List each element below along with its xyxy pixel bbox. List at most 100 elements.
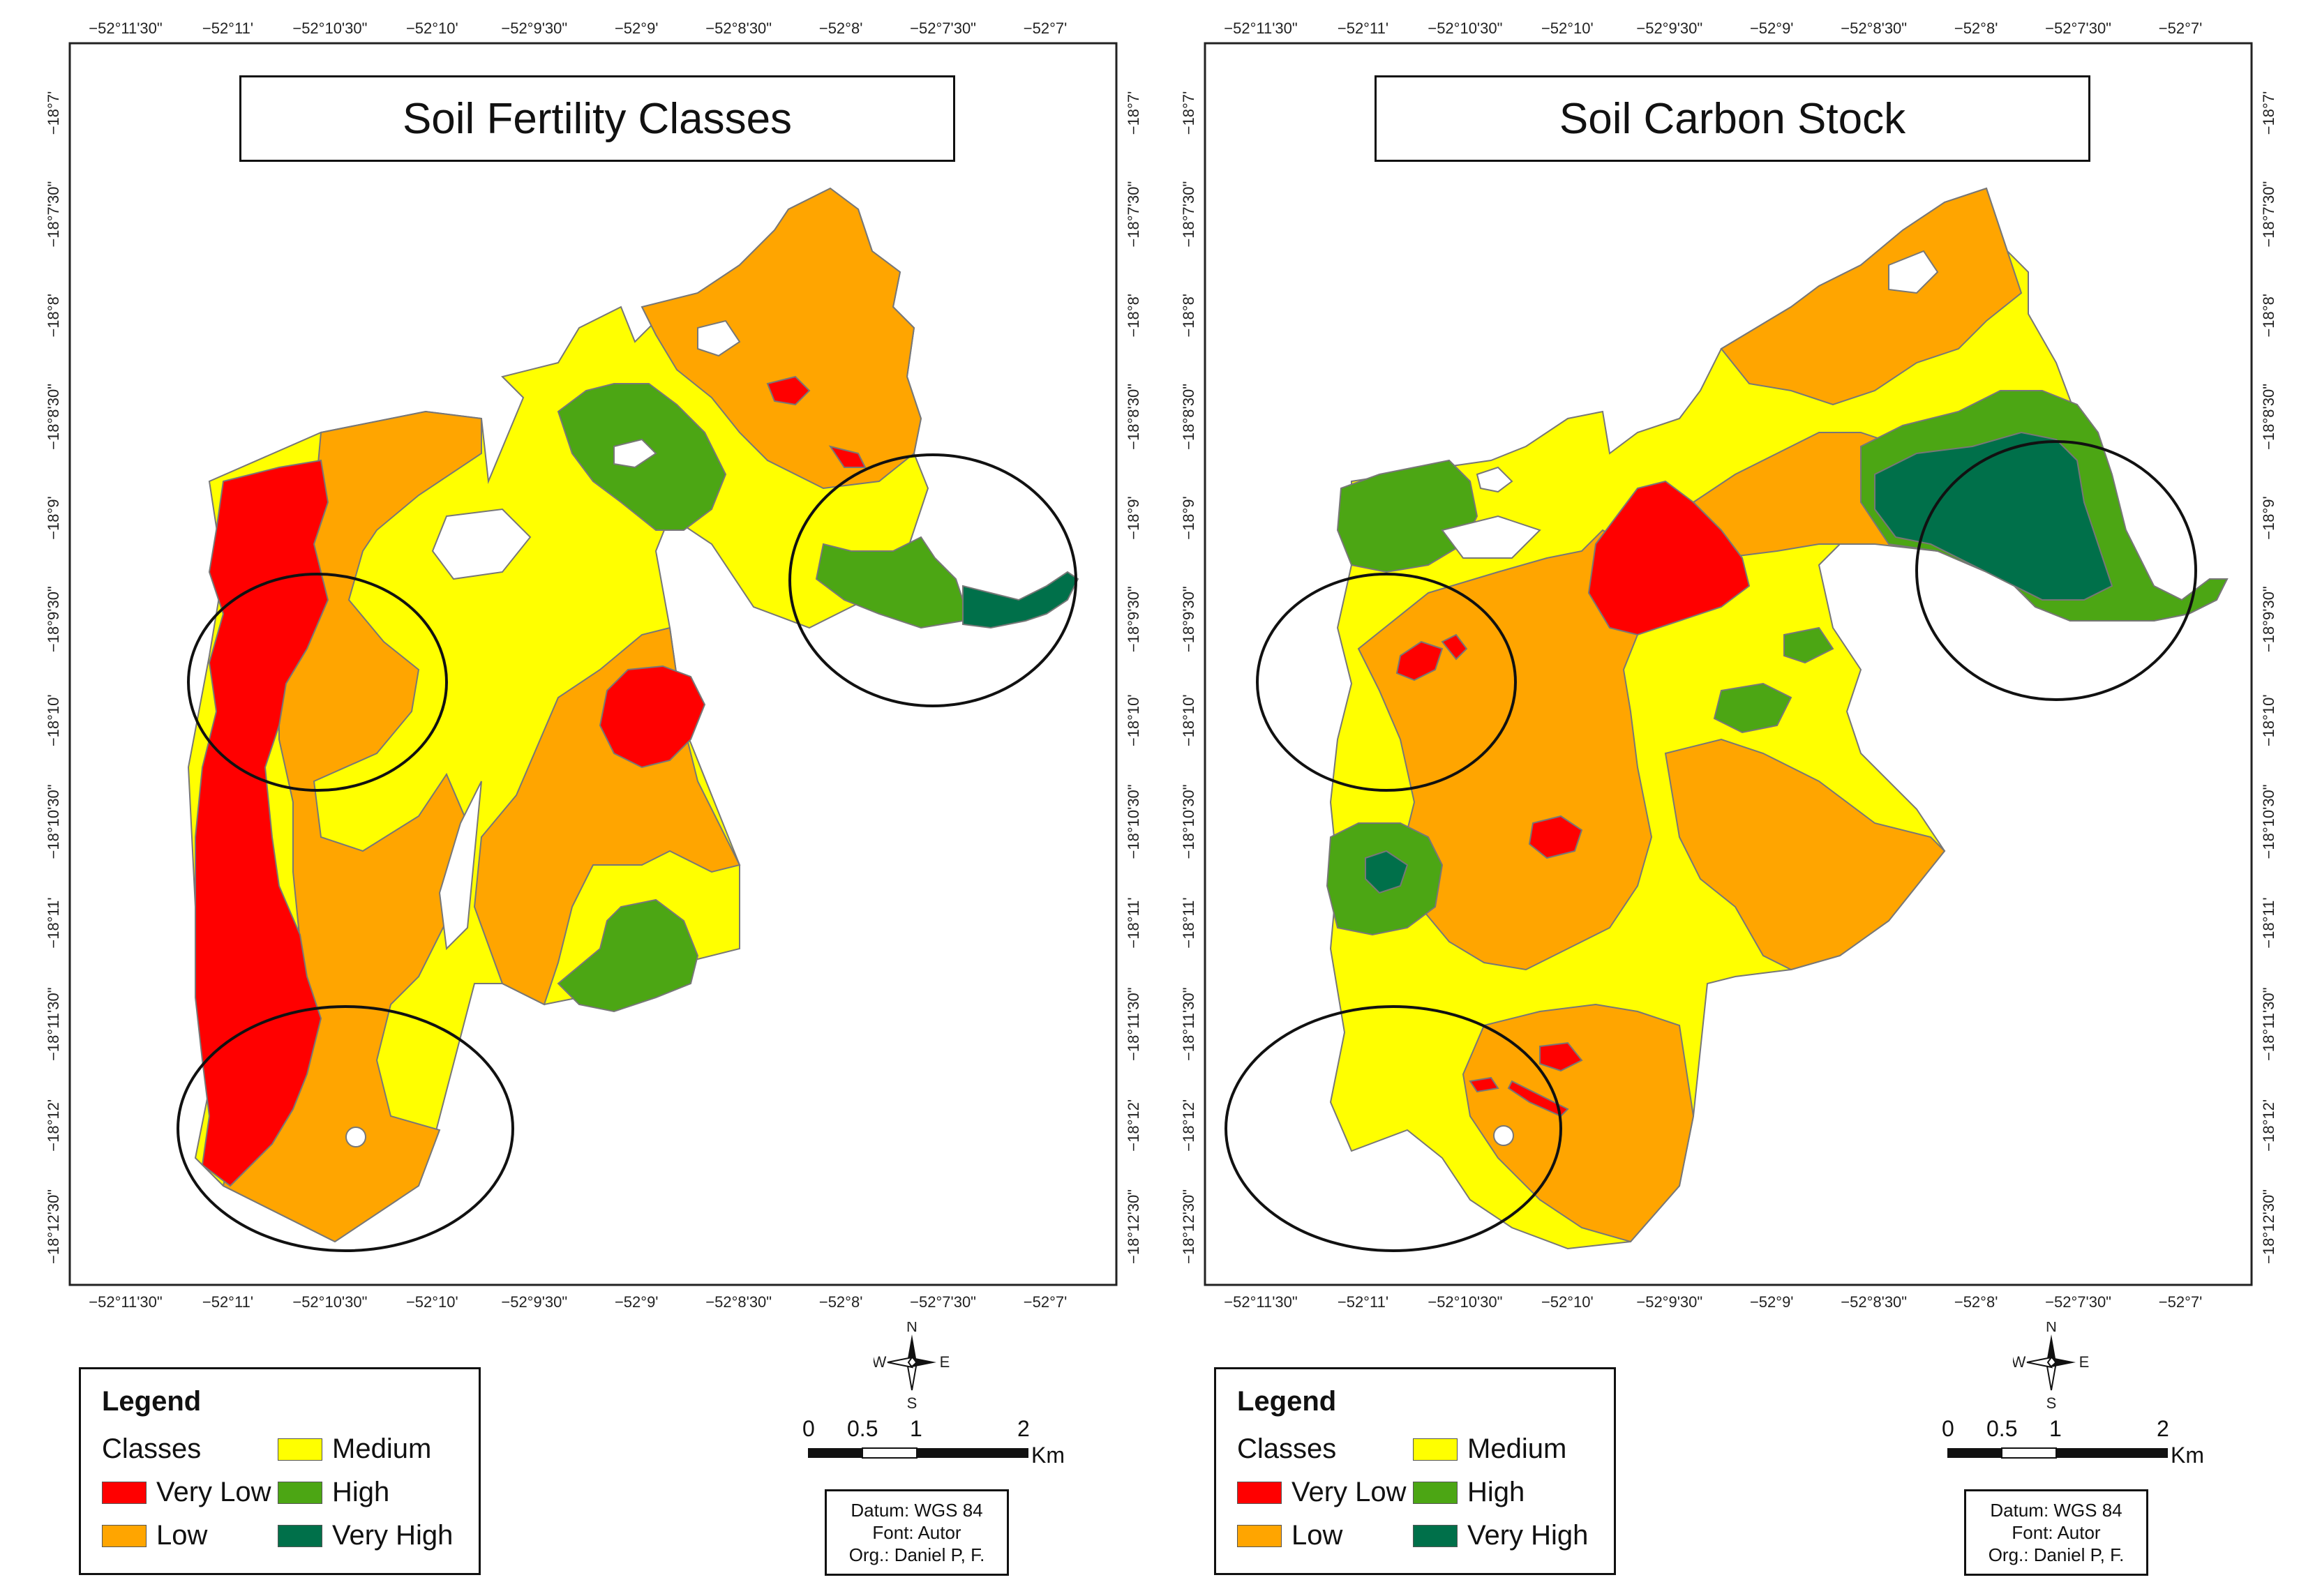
legend-label-very-high: Very High (1467, 1520, 1589, 1551)
tick-label: −18°11' (45, 897, 62, 948)
south-label: S (2046, 1394, 2057, 1412)
tick-label: −18°7' (45, 91, 62, 135)
legend-right: Legend Classes Medium Very Low High Low … (1214, 1367, 1616, 1575)
legend-label-very-low: Very Low (1291, 1477, 1407, 1507)
tick-label: −18°12'30" (1125, 1189, 1142, 1264)
tick-label: −52°11'30" (89, 20, 162, 37)
region-very-low (1395, 640, 1444, 682)
legend-label-very-low: Very Low (156, 1477, 271, 1507)
tick-label: −18°11'30" (45, 987, 62, 1060)
map-title-text: Soil Fertility Classes (402, 94, 793, 143)
legend-label-low: Low (1291, 1520, 1343, 1551)
map-title: Soil Fertility Classes (239, 75, 955, 162)
fertility-right-ticks: −18°7' −18°7'30" −18°8' −18°8'30" −18°9' −18°… (1125, 91, 1142, 1264)
scale-unit: Km (2171, 1443, 2204, 1468)
highlight-circle (1256, 573, 1517, 792)
map-hole (1888, 250, 1939, 294)
tick-label: −52°7' (2159, 1293, 2203, 1311)
north-label: N (906, 1322, 918, 1335)
west-label: W (874, 1353, 887, 1371)
swatch-very-high (1413, 1524, 1458, 1547)
map-title-text: Soil Carbon Stock (1559, 94, 1906, 143)
info-org: Org.: Daniel P, F. (848, 1544, 985, 1565)
north-label: N (2046, 1322, 2057, 1335)
swatch-very-high (278, 1524, 322, 1547)
tick-label: −18°11'30" (1125, 987, 1142, 1060)
legend-item-very-low: Very Low (102, 1477, 271, 1508)
tick-label: −18°8'30" (45, 384, 62, 450)
tick-label: −18°12'30" (1180, 1189, 1197, 1264)
region-very-low (1539, 1041, 1583, 1072)
legend-item-medium: Medium (1413, 1433, 1566, 1465)
tick-label: −52°10'30" (292, 1293, 367, 1311)
legend-label-very-high: Very High (332, 1520, 454, 1551)
region-very-low (1587, 480, 1751, 636)
tick-label: −52°8'30" (1841, 20, 1907, 37)
tick-label: −52°8'30" (705, 20, 772, 37)
map-hole (1493, 1125, 1514, 1146)
region-very-low (1528, 815, 1583, 859)
north-arrow-icon: N S W E (2013, 1322, 2089, 1412)
region-high (557, 898, 699, 1013)
scale-label-0: 0 (1942, 1416, 1954, 1441)
tick-label: −18°12' (2260, 1099, 2277, 1152)
legend-label-medium: Medium (1467, 1433, 1567, 1464)
tick-label: −52°10' (1541, 20, 1594, 37)
tick-label: −18°7'30" (1180, 181, 1197, 248)
tick-label: −52°11' (1338, 1293, 1388, 1311)
fertility-polygons (187, 187, 1079, 1243)
tick-label: −18°7'30" (45, 181, 62, 248)
info-font: Font: Autor (2012, 1522, 2101, 1543)
map-hole (345, 1127, 366, 1147)
tick-label: −52°11'30" (1224, 1293, 1297, 1311)
tick-label: −52°7' (1024, 1293, 1068, 1311)
carbon-highlight-circles (1225, 440, 2197, 1252)
tick-label: −18°8'30" (2260, 384, 2277, 450)
tick-label: −18°8'30" (1180, 384, 1197, 450)
tick-label: −18°7' (1180, 91, 1197, 135)
tick-label: −18°11'30" (1180, 987, 1197, 1060)
swatch-high (1413, 1481, 1458, 1504)
region-very-low (195, 459, 329, 1187)
legend-item-medium: Medium (278, 1433, 431, 1465)
tick-label: −18°12' (1180, 1099, 1197, 1152)
scale-label-2: 2 (1017, 1416, 1030, 1441)
legend-item-high: High (1413, 1477, 1525, 1508)
region-low (1720, 187, 2023, 406)
tick-label: −18°9' (1125, 496, 1142, 540)
tick-label: −52°10'30" (292, 20, 367, 37)
fertility-top-ticks: −52°11'30" −52°11' −52°10'30" −52°10' −52°9'… (89, 20, 1067, 37)
tick-label: −18°8' (2260, 294, 2277, 338)
legend-label-high: High (1467, 1477, 1525, 1507)
map-hole (438, 781, 482, 951)
region-very-low (599, 665, 706, 769)
tick-label: −18°9' (45, 496, 62, 540)
legend-label-medium: Medium (332, 1433, 432, 1464)
tick-label: −52°7'30" (2045, 20, 2111, 37)
scale-bar: 0 0.5 1 2 Km (1942, 1416, 2204, 1472)
tick-label: −18°12' (45, 1099, 62, 1152)
legend-item-very-high: Very High (1413, 1520, 1588, 1551)
tick-label: −52°10'30" (1428, 1293, 1502, 1311)
fertility-map-panel: −52°11'30" −52°11' −52°10'30" −52°10' −52°9'… (0, 0, 1149, 1596)
tick-label: −52°11'30" (89, 1293, 162, 1311)
tick-label: −18°10'30" (1125, 784, 1142, 859)
legend-item-high: High (278, 1477, 389, 1508)
map-hole (1476, 466, 1513, 493)
highlight-circle (187, 573, 448, 792)
legend-left: Legend Classes Medium Very Low High Low … (79, 1367, 481, 1575)
tick-label: −18°10'30" (2260, 784, 2277, 859)
map-hole (431, 508, 532, 580)
scale-bar: 0 0.5 1 2 Km (802, 1416, 1065, 1472)
region-low (641, 187, 922, 490)
legend-item-very-low: Very Low (1237, 1477, 1407, 1508)
swatch-low (1237, 1524, 1282, 1547)
tick-label: −18°7'30" (2260, 181, 2277, 248)
highlight-circle (788, 453, 1077, 707)
tick-label: −52°8'30" (705, 1293, 772, 1311)
west-label: W (2013, 1353, 2026, 1371)
region-very-high (962, 571, 1079, 629)
tick-label: −52°11' (1338, 20, 1388, 37)
info-box: Datum: WGS 84 Font: Autor Org.: Daniel P… (825, 1489, 1009, 1576)
tick-label: −18°11' (1180, 897, 1197, 948)
